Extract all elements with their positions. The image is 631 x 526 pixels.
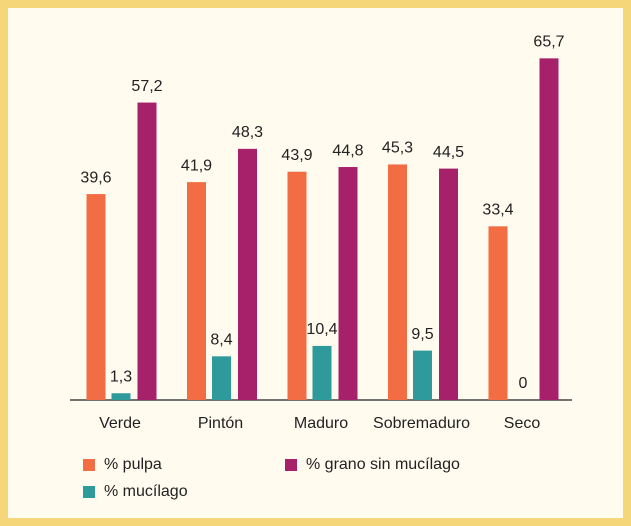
x-tick-label: Maduro <box>294 415 348 432</box>
value-label: 10,4 <box>306 321 337 338</box>
value-label: 44,8 <box>332 142 363 159</box>
x-tick-label: Sobremaduro <box>373 415 470 432</box>
bar <box>413 350 432 400</box>
x-tick-label: Verde <box>99 415 141 432</box>
bar <box>439 168 458 400</box>
value-label: 44,5 <box>433 144 464 161</box>
bar <box>488 226 508 400</box>
value-label: 9,5 <box>411 326 433 343</box>
bar <box>238 148 257 400</box>
value-label: 48,3 <box>232 124 263 141</box>
bar <box>388 164 407 400</box>
value-label: 0 <box>519 375 528 392</box>
legend-label: % grano sin mucílago <box>306 456 460 473</box>
value-label: 45,3 <box>382 140 413 157</box>
legend-label: % pulpa <box>104 456 162 473</box>
bar <box>312 345 332 400</box>
value-label: 65,7 <box>533 34 564 51</box>
bar <box>111 393 131 400</box>
x-tick-label: Pintón <box>198 415 243 432</box>
bar <box>137 102 157 400</box>
bar <box>86 194 106 400</box>
x-tick-label: Seco <box>504 415 541 432</box>
value-label: 1,3 <box>110 368 132 385</box>
legend-label: % mucílago <box>104 483 188 500</box>
legend-swatch <box>83 486 95 498</box>
value-label: 43,9 <box>281 147 312 164</box>
bar <box>539 58 559 401</box>
legend-swatch <box>83 459 95 471</box>
value-label: 8,4 <box>210 332 232 349</box>
value-label: 41,9 <box>181 157 212 174</box>
bar <box>338 167 358 400</box>
legend-swatch <box>285 459 297 471</box>
bar <box>212 356 231 400</box>
value-label: 57,2 <box>131 78 162 95</box>
bar <box>287 171 307 400</box>
bar <box>187 182 206 400</box>
value-label: 33,4 <box>482 202 513 219</box>
value-label: 39,6 <box>80 169 111 186</box>
